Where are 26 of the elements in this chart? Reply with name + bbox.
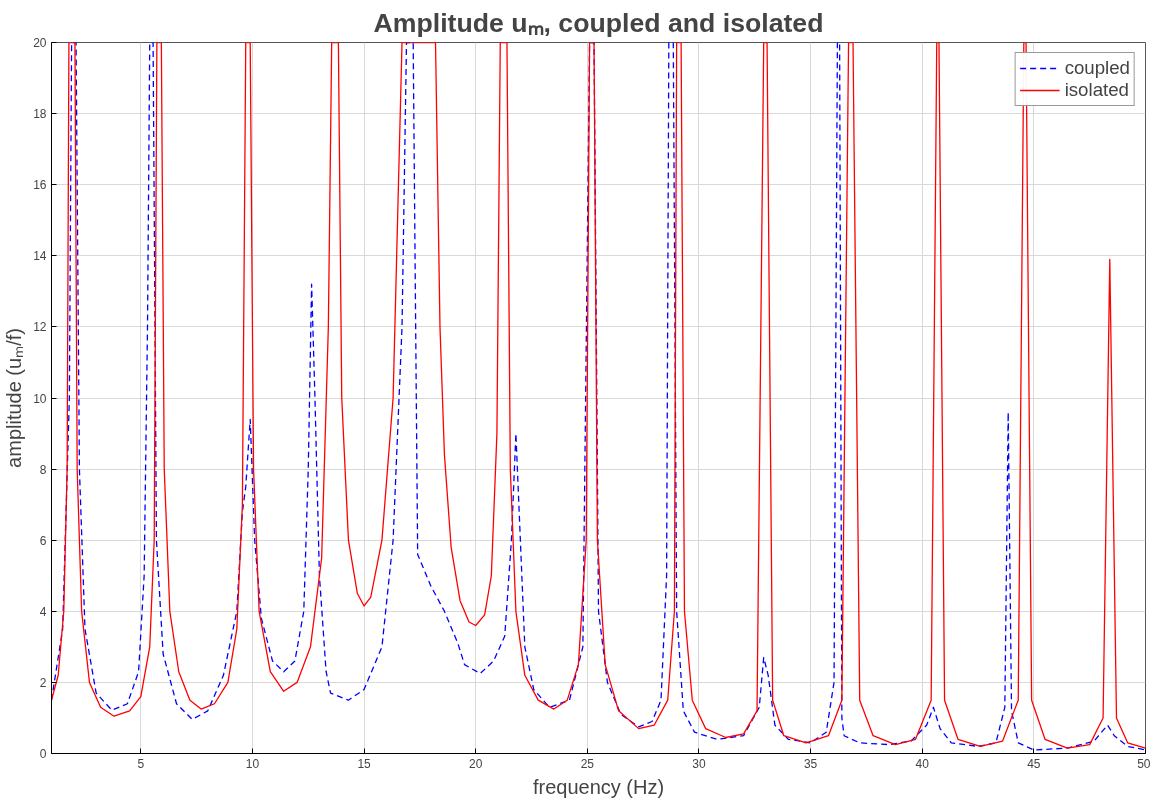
- x-tick-label: 45: [1027, 756, 1041, 771]
- y-tick-label: 20: [33, 36, 47, 50]
- y-tick-label: 12: [33, 320, 47, 335]
- y-tick-label: 16: [33, 178, 47, 193]
- x-tick-label: 25: [580, 756, 595, 771]
- x-tick-label: 10: [245, 756, 260, 771]
- y-tick-label: 6: [39, 533, 47, 548]
- y-tick-label: 4: [39, 604, 47, 619]
- y-tick-label: 14: [33, 249, 47, 264]
- x-tick-label: 5: [137, 756, 145, 771]
- x-axis-title: frequency (Hz): [532, 775, 665, 798]
- y-tick-label: 2: [39, 675, 47, 690]
- x-tick-label: 15: [357, 756, 372, 771]
- x-tick-label: 30: [692, 756, 706, 771]
- x-tick-label: 40: [915, 756, 930, 771]
- chart-title: Amplitude uₘ, coupled and isolated: [373, 7, 824, 38]
- legend-label: coupled: [1064, 57, 1130, 79]
- x-tick-label: 35: [803, 756, 818, 771]
- y-tick-label: 18: [33, 107, 47, 122]
- y-tick-label: 0: [39, 747, 47, 761]
- y-tick-label: 10: [33, 391, 47, 406]
- y-tick-label: 8: [39, 462, 47, 477]
- y-axis-title: amplitude (uₘ/f): [3, 328, 26, 468]
- x-tick-label: 50: [1137, 756, 1151, 771]
- x-tick-label: 20: [469, 756, 483, 771]
- legend-label: isolated: [1064, 79, 1129, 101]
